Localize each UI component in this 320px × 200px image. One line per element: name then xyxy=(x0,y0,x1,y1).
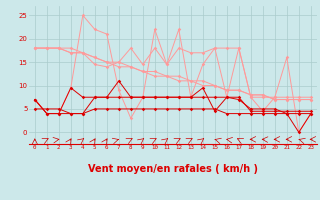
X-axis label: Vent moyen/en rafales ( km/h ): Vent moyen/en rafales ( km/h ) xyxy=(88,164,258,174)
